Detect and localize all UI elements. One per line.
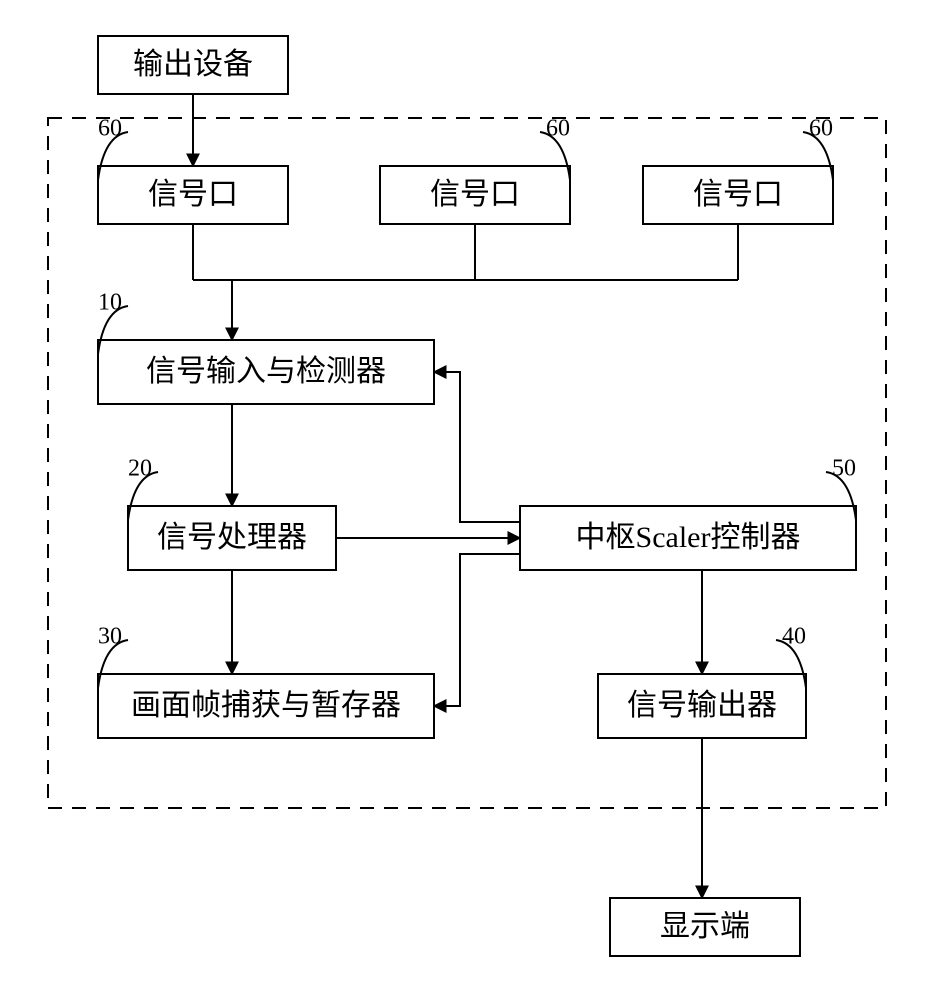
node-label-signal_detector: 信号输入与检测器: [146, 355, 386, 388]
ref-label-signal_port_2: 60: [546, 116, 570, 142]
ref-label-signal_processor: 20: [128, 456, 152, 482]
ref-label-signal_port_1: 60: [98, 116, 122, 142]
node-signal_port_3: 信号口: [643, 166, 833, 224]
node-label-signal_port_2: 信号口: [430, 178, 520, 211]
node-label-signal_output: 信号输出器: [627, 689, 777, 722]
node-label-scaler_ctrl: 中枢Scaler控制器: [576, 521, 801, 554]
node-signal_processor: 信号处理器: [128, 506, 336, 570]
flowchart-diagram: 输出设备信号口 信号口 信号口信号输入与检测器信号处理器画面帧捕获与暂存器 中枢Sca…: [0, 0, 932, 1000]
node-label-output_device: 输出设备: [133, 48, 253, 81]
node-display: 显示端: [610, 898, 800, 956]
node-label-signal_port_3: 信号口: [693, 178, 783, 211]
ref-label-signal_port_3: 60: [809, 116, 833, 142]
ref-label-scaler_ctrl: 50: [832, 456, 856, 482]
ref-label-frame_buffer: 30: [98, 624, 122, 650]
node-label-signal_processor: 信号处理器: [157, 521, 307, 554]
node-label-display: 显示端: [660, 910, 750, 943]
node-label-frame_buffer: 画面帧捕获与暂存器: [131, 689, 401, 722]
node-output_device: 输出设备: [98, 36, 288, 94]
node-signal_port_1: 信号口: [98, 166, 288, 224]
node-signal_port_2: 信号口: [380, 166, 570, 224]
ref-label-signal_detector: 10: [98, 290, 122, 316]
node-frame_buffer: 画面帧捕获与暂存器: [98, 674, 434, 738]
node-signal_output: 信号输出器: [598, 674, 806, 738]
ref-label-signal_output: 40: [782, 624, 806, 650]
node-scaler_ctrl: 中枢Scaler控制器: [520, 506, 856, 570]
node-label-signal_port_1: 信号口: [148, 178, 238, 211]
node-signal_detector: 信号输入与检测器: [98, 340, 434, 404]
